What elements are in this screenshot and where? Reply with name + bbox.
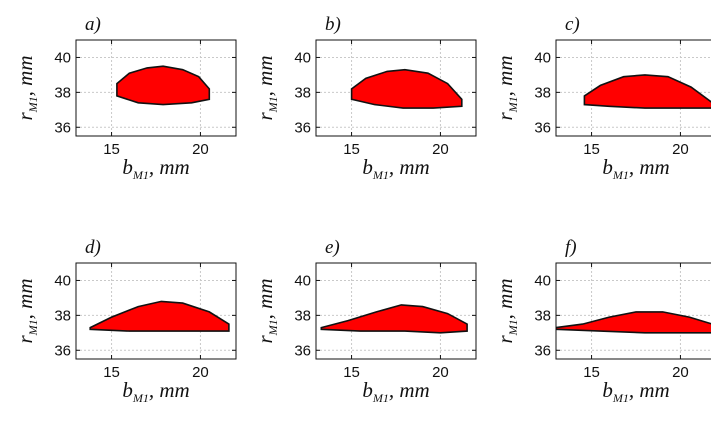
panel-label: a) [85,14,101,35]
y-axis-title: rM1, mm [253,278,280,343]
y-tick-label: 38 [294,307,311,324]
feasible-region [350,68,463,109]
y-tick-label: 36 [294,342,311,359]
x-tick-label: 15 [343,141,360,158]
y-tick-label: 40 [294,272,311,289]
panel-2: 15 20 36 38 40 c) bM1, mm rM1, mm [493,14,711,182]
y-tick-label: 36 [534,342,551,359]
y-tick-label: 40 [54,272,71,289]
x-tick-label: 15 [103,364,120,381]
x-axis-title: bM1, mm [122,155,189,182]
x-tick-label: 20 [672,141,689,158]
x-tick-label: 15 [103,141,120,158]
feasible-region [89,300,230,332]
axes-frame [555,39,711,137]
panel-label: d) [85,237,101,258]
axes-frame [75,262,237,360]
y-tick-label: 38 [54,84,71,101]
y-axis-title: rM1, mm [13,55,40,120]
x-tick-label: 15 [343,364,360,381]
panel-label: f) [565,237,577,258]
y-axis-title: rM1, mm [493,55,520,120]
y-tick-label: 40 [54,49,71,66]
y-tick-label: 36 [534,119,551,136]
x-axis-title: bM1, mm [602,155,669,182]
y-tick-label: 38 [294,84,311,101]
panel-1: 15 20 36 38 40 b) bM1, mm rM1, mm [253,14,477,182]
x-tick-label: 20 [672,364,689,381]
y-tick-label: 36 [54,119,71,136]
y-tick-label: 38 [534,307,551,324]
axes-frame [75,39,237,137]
panel-0: 15 20 36 38 40 a) bM1, mm rM1, mm [13,14,237,182]
y-axis-title: rM1, mm [253,55,280,120]
axes-frame [315,262,477,360]
x-axis-title: bM1, mm [362,378,429,405]
panel-label: b) [325,14,341,35]
y-tick-label: 38 [54,307,71,324]
panel-5: 15 20 36 38 40 f) bM1, mm rM1, mm [493,237,711,405]
y-tick-label: 38 [534,84,551,101]
x-tick-label: 15 [583,141,600,158]
x-axis-title: bM1, mm [362,155,429,182]
x-tick-label: 20 [432,364,449,381]
y-tick-label: 40 [534,272,551,289]
x-axis-title: bM1, mm [122,378,189,405]
panel-label: c) [565,14,580,35]
y-tick-label: 40 [294,49,311,66]
y-axis-title: rM1, mm [493,278,520,343]
panel-label: e) [325,237,340,258]
y-tick-label: 36 [54,342,71,359]
axes-frame [315,39,477,137]
feasible-region [583,74,711,109]
x-axis-title: bM1, mm [602,378,669,405]
y-tick-label: 36 [294,119,311,136]
panel-3: 15 20 36 38 40 d) bM1, mm rM1, mm [13,237,237,405]
feasible-region [116,65,211,106]
x-tick-label: 20 [192,141,209,158]
x-tick-label: 15 [583,364,600,381]
y-axis-title: rM1, mm [13,278,40,343]
x-tick-label: 20 [192,364,209,381]
feasible-region [556,311,711,334]
axes-frame [555,262,711,360]
x-tick-label: 20 [432,141,449,158]
feasible-region [320,304,468,334]
panel-4: 15 20 36 38 40 e) bM1, mm rM1, mm [253,237,477,405]
y-tick-label: 40 [534,49,551,66]
